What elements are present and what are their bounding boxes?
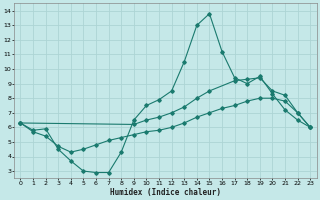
X-axis label: Humidex (Indice chaleur): Humidex (Indice chaleur)	[110, 188, 221, 197]
